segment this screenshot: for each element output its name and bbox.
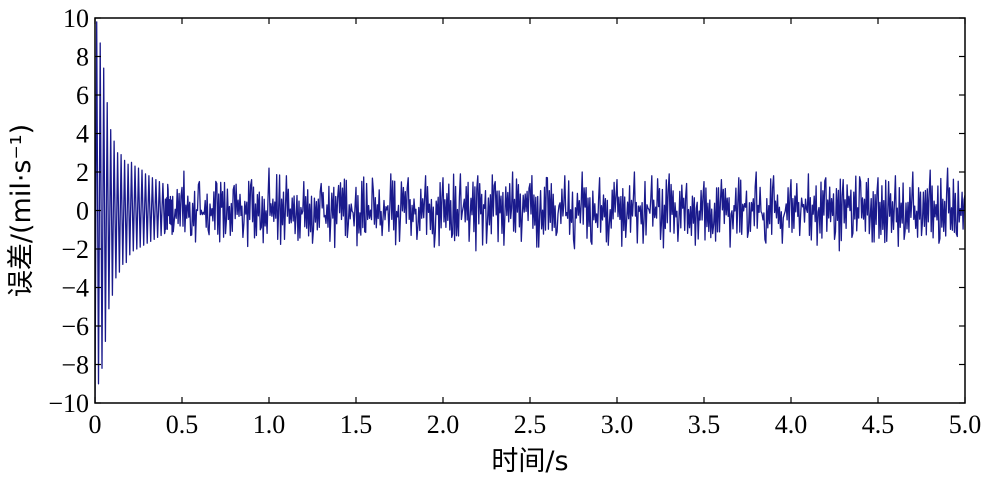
x-tick-label: 1.0 [253,410,286,439]
y-tick-label: 4 [76,120,89,149]
y-tick-label: 2 [76,158,89,187]
y-axis-title: 误差/(mil·s⁻¹) [6,124,37,297]
x-tick-label: 4.0 [775,410,808,439]
x-tick-label: 1.5 [340,410,373,439]
x-tick-label: 2.5 [514,410,547,439]
x-tick-label: 0.5 [166,410,199,439]
x-tick-label: 3.5 [688,410,721,439]
y-tick-label: −6 [61,312,89,341]
error-series-line [95,21,965,403]
y-tick-label: 8 [76,43,89,72]
x-tick-label: 2.0 [427,410,460,439]
y-tick-label: −8 [61,351,89,380]
x-axis-ticks: 0 0.5 1.0 1.5 2.0 2.5 3.0 3.5 4.0 4.5 5.0 [89,18,982,439]
y-tick-label: −10 [48,389,89,418]
x-tick-label: 4.5 [862,410,895,439]
x-tick-label: 0 [89,410,102,439]
y-axis-ticks: −10 −8 −6 −4 −2 0 2 4 6 8 10 [48,4,965,418]
y-tick-label: −2 [61,235,89,264]
x-tick-label: 5.0 [949,410,982,439]
y-tick-label: −4 [61,274,89,303]
y-tick-label: 0 [76,197,89,226]
y-tick-label: 10 [63,4,89,33]
plot-frame [94,17,966,404]
x-tick-label: 3.0 [601,410,634,439]
y-tick-label: 6 [76,81,89,110]
x-axis-title: 时间/s [491,446,568,477]
